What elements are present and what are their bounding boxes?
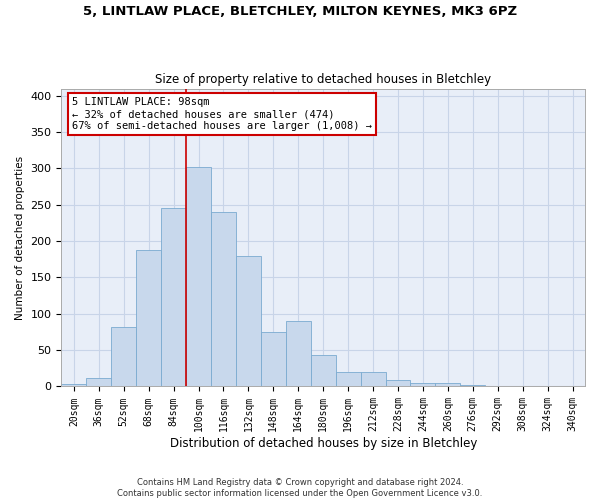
- Bar: [86, 378, 111, 386]
- Bar: [111, 327, 136, 386]
- Bar: [211, 212, 236, 386]
- Bar: [136, 250, 161, 386]
- Bar: [161, 208, 186, 386]
- Text: Contains HM Land Registry data © Crown copyright and database right 2024.
Contai: Contains HM Land Registry data © Crown c…: [118, 478, 482, 498]
- Title: Size of property relative to detached houses in Bletchley: Size of property relative to detached ho…: [155, 73, 491, 86]
- Bar: [335, 372, 361, 386]
- Bar: [410, 383, 436, 386]
- Bar: [236, 256, 261, 386]
- Bar: [261, 332, 286, 386]
- Text: 5 LINTLAW PLACE: 98sqm
← 32% of detached houses are smaller (474)
67% of semi-de: 5 LINTLAW PLACE: 98sqm ← 32% of detached…: [72, 98, 372, 130]
- Bar: [286, 321, 311, 386]
- Text: 5, LINTLAW PLACE, BLETCHLEY, MILTON KEYNES, MK3 6PZ: 5, LINTLAW PLACE, BLETCHLEY, MILTON KEYN…: [83, 5, 517, 18]
- Bar: [436, 383, 460, 386]
- Bar: [460, 385, 485, 386]
- Bar: [186, 167, 211, 386]
- X-axis label: Distribution of detached houses by size in Bletchley: Distribution of detached houses by size …: [170, 437, 477, 450]
- Bar: [61, 384, 86, 386]
- Y-axis label: Number of detached properties: Number of detached properties: [15, 156, 25, 320]
- Bar: [386, 380, 410, 386]
- Bar: [311, 355, 335, 386]
- Bar: [361, 372, 386, 386]
